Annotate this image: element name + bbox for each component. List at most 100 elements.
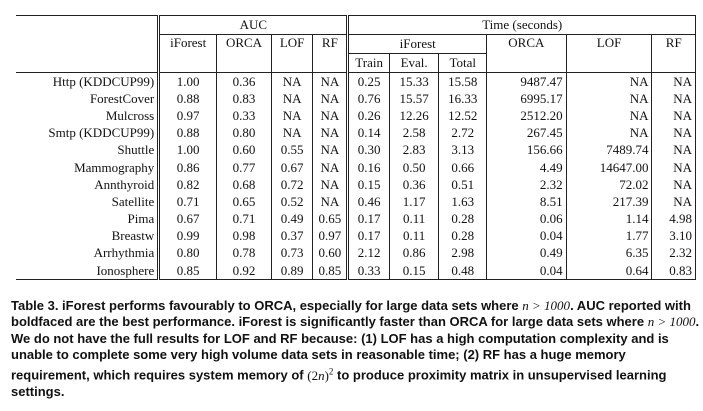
dataset-name: Smtp (KDDCUP99) — [16, 124, 161, 142]
table-body: Http (KDDCUP99) 1.00 0.36 NA NA 0.25 15.33 15.5… — [16, 72, 696, 281]
time-cell: 0.11 — [388, 210, 439, 228]
dataset-name: Ionosphere — [16, 262, 161, 281]
auc-cell: NA — [270, 124, 313, 142]
time-cell: 0.25 — [346, 72, 390, 91]
time-cell: 0.06 — [486, 210, 567, 228]
time-cell: NA — [651, 124, 696, 142]
auc-cell: 0.85 — [312, 262, 349, 281]
time-cell: NA — [651, 176, 696, 194]
auc-cell: 0.77 — [216, 158, 272, 177]
time-cell: 156.66 — [486, 141, 567, 159]
time-cell: 0.04 — [486, 227, 567, 245]
auc-cell: 0.73 — [270, 244, 313, 263]
auc-cell: 0.71 — [216, 210, 272, 228]
time-cell: 1.77 — [565, 227, 652, 245]
dataset-name: Annthyroid — [16, 176, 161, 194]
dataset-name: Mulcross — [16, 107, 161, 125]
time-cell: 0.04 — [486, 262, 567, 281]
time-cell: 9487.47 — [486, 72, 567, 91]
time-cell: 15.33 — [388, 72, 439, 91]
auc-cell: NA — [312, 193, 349, 211]
auc-cell: NA — [312, 107, 349, 125]
auc-cell: 0.60 — [216, 141, 272, 159]
time-cell: 0.17 — [346, 210, 390, 228]
time-cell: NA — [651, 72, 696, 91]
time-cell: 0.83 — [651, 262, 696, 281]
time-cell: 6995.17 — [486, 90, 567, 108]
table-caption: Table 3. iForest performs favourably to … — [11, 298, 701, 400]
time-cell: 16.33 — [438, 90, 487, 108]
time-cell: 15.58 — [438, 72, 487, 91]
dataset-name: Arrhythmia — [16, 244, 161, 263]
time-cell: 1.63 — [438, 193, 487, 211]
time-cell: 0.11 — [388, 227, 439, 245]
time-cell: NA — [651, 193, 696, 211]
auc-cell: 0.36 — [216, 72, 272, 91]
auc-cell: NA — [270, 72, 313, 91]
auc-col-iforest: iForest — [158, 34, 217, 73]
auc-group-header: AUC — [158, 15, 349, 35]
auc-cell: NA — [312, 141, 349, 159]
caption-math-3: (2n)2 — [307, 366, 334, 383]
auc-cell: 0.82 — [176, 176, 200, 192]
time-cell: 0.50 — [388, 158, 439, 177]
time-cell: NA — [565, 124, 652, 142]
dataset-name: Pima — [16, 210, 161, 228]
auc-cell: 0.71 — [176, 193, 200, 209]
auc-cell: 0.86 — [176, 159, 200, 175]
time-cell: 0.15 — [346, 176, 390, 194]
table-row: Http (KDDCUP99) 1.00 0.36 NA NA 0.25 15.33 15.5… — [16, 72, 696, 91]
table-row: Ionosphere 0.85 0.92 0.89 0.85 0.33 0.15 0.48 0.… — [16, 262, 696, 281]
time-col-eval: Eval. — [388, 53, 439, 73]
time-cell: 0.76 — [346, 90, 390, 108]
time-cell: 0.15 — [388, 262, 439, 281]
caption-math-3-open: (2 — [307, 367, 319, 383]
time-cell: 267.45 — [486, 124, 567, 142]
time-cell: 2.58 — [388, 124, 439, 142]
table-row: ForestCover 0.88 0.83 NA NA 0.76 15.57 16.33 699… — [16, 90, 696, 108]
auc-col-orca: ORCA — [216, 34, 272, 73]
auc-cell: 0.65 — [216, 193, 272, 211]
auc-cell: 0.65 — [312, 210, 349, 228]
time-cell: 0.51 — [438, 176, 487, 194]
auc-cell: 0.92 — [216, 262, 272, 281]
time-cell: 0.49 — [486, 244, 567, 263]
time-cell: NA — [651, 158, 696, 177]
time-group-header: Time (seconds) — [346, 15, 696, 35]
table-row: Satellite 0.71 0.65 0.52 NA 0.46 1.17 1.63 8.51 2… — [16, 193, 696, 211]
dataset-name: ForestCover — [16, 90, 161, 108]
auc-cell: NA — [270, 107, 313, 125]
auc-cell: 0.52 — [270, 193, 313, 211]
time-cell: 0.33 — [346, 262, 390, 281]
header-blank — [16, 53, 161, 73]
time-cell: 0.66 — [438, 158, 487, 177]
time-cell: 12.26 — [388, 107, 439, 125]
time-cell: 0.17 — [346, 227, 390, 245]
time-cell: 15.57 — [388, 90, 439, 108]
time-cell: 12.52 — [438, 107, 487, 125]
auc-cell: NA — [312, 124, 349, 142]
time-cell: 2.12 — [346, 244, 390, 263]
auc-cell: 0.67 — [176, 211, 200, 227]
table-row: Mammography 0.86 0.77 0.67 NA 0.16 0.50 0.66 4.4… — [16, 158, 696, 177]
time-cell: 1.14 — [565, 210, 652, 228]
time-cell: NA — [565, 90, 652, 108]
auc-cell: 0.60 — [312, 244, 349, 263]
auc-cell: 0.67 — [270, 158, 313, 177]
table-row: Annthyroid 0.82 0.68 0.72 NA 0.15 0.36 0.51 2.32… — [16, 176, 696, 194]
caption-math-2: n > 1000 — [647, 314, 696, 330]
auc-col-rf: RF — [312, 34, 349, 73]
caption-math-3-exp: 2 — [328, 366, 334, 377]
time-cell: 2.32 — [486, 176, 567, 194]
auc-cell: 0.80 — [176, 245, 200, 261]
time-cell: 0.28 — [438, 227, 487, 245]
auc-cell: 0.98 — [216, 227, 272, 245]
auc-cell: 0.88 — [176, 90, 200, 106]
time-cell: 0.14 — [346, 124, 390, 142]
caption-math-3-var: n — [318, 367, 325, 383]
time-cell: 3.10 — [651, 227, 696, 245]
time-cell: 6.35 — [565, 244, 652, 263]
time-cell: 217.39 — [565, 193, 652, 211]
header-blank — [16, 34, 161, 54]
auc-col-lof: LOF — [270, 34, 313, 73]
